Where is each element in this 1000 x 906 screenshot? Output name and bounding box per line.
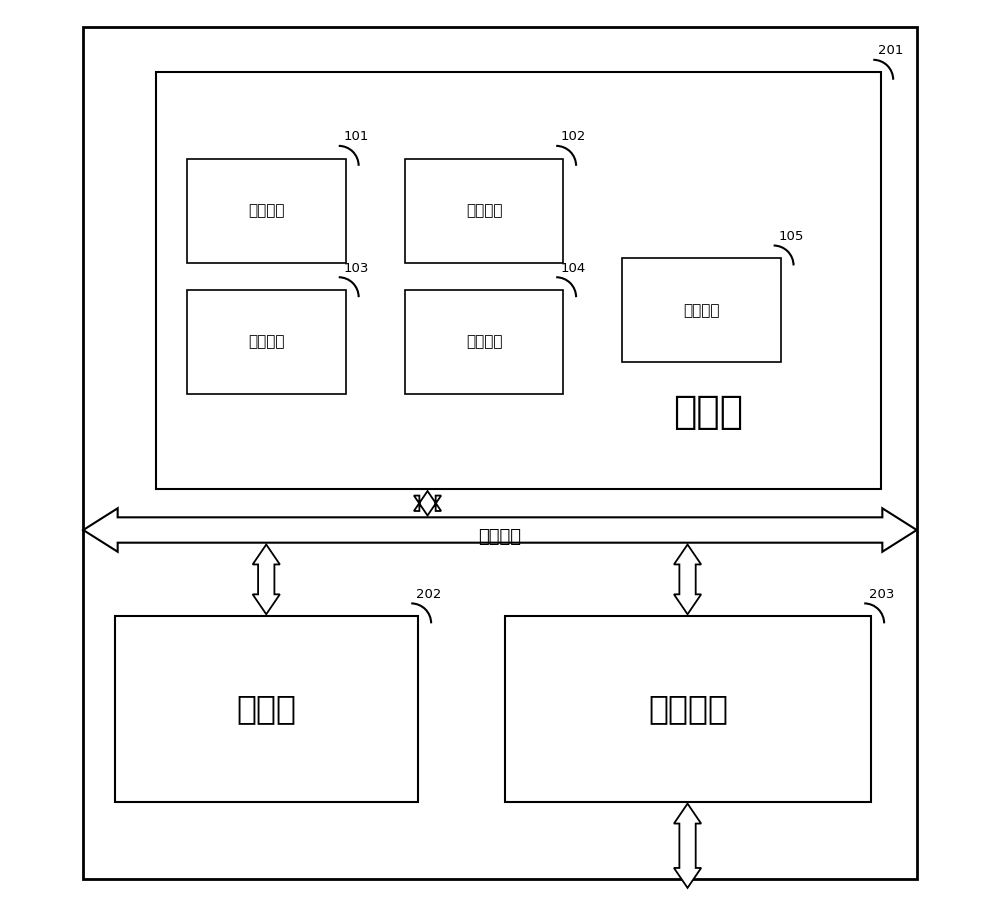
Bar <box>405 290 563 394</box>
Text: 通信接口: 通信接口 <box>648 692 728 726</box>
Text: 104: 104 <box>561 262 586 275</box>
Polygon shape <box>674 804 701 888</box>
Polygon shape <box>83 508 917 552</box>
Bar <box>187 290 346 394</box>
Bar <box>156 72 881 489</box>
Text: 存储器: 存储器 <box>237 692 297 726</box>
Bar <box>115 616 418 802</box>
Text: 获取模块: 获取模块 <box>248 203 285 218</box>
Text: 通信总线: 通信总线 <box>479 528 522 546</box>
Text: 103: 103 <box>343 262 369 275</box>
Polygon shape <box>253 545 280 614</box>
Bar <box>505 616 871 802</box>
Text: 101: 101 <box>343 130 369 143</box>
Text: 计算模块: 计算模块 <box>683 303 720 318</box>
Text: 处理器: 处理器 <box>673 393 743 431</box>
Text: 202: 202 <box>416 588 441 601</box>
Bar <box>622 258 781 362</box>
Text: 获取模块: 获取模块 <box>466 203 502 218</box>
Bar <box>405 159 563 263</box>
Polygon shape <box>674 545 701 614</box>
Text: 102: 102 <box>561 130 586 143</box>
Polygon shape <box>414 491 441 516</box>
Text: 获取模块: 获取模块 <box>248 334 285 350</box>
Text: 105: 105 <box>778 230 804 243</box>
Bar <box>187 159 346 263</box>
Text: 203: 203 <box>869 588 894 601</box>
Text: 采集模块: 采集模块 <box>466 334 502 350</box>
Text: 201: 201 <box>878 44 903 57</box>
